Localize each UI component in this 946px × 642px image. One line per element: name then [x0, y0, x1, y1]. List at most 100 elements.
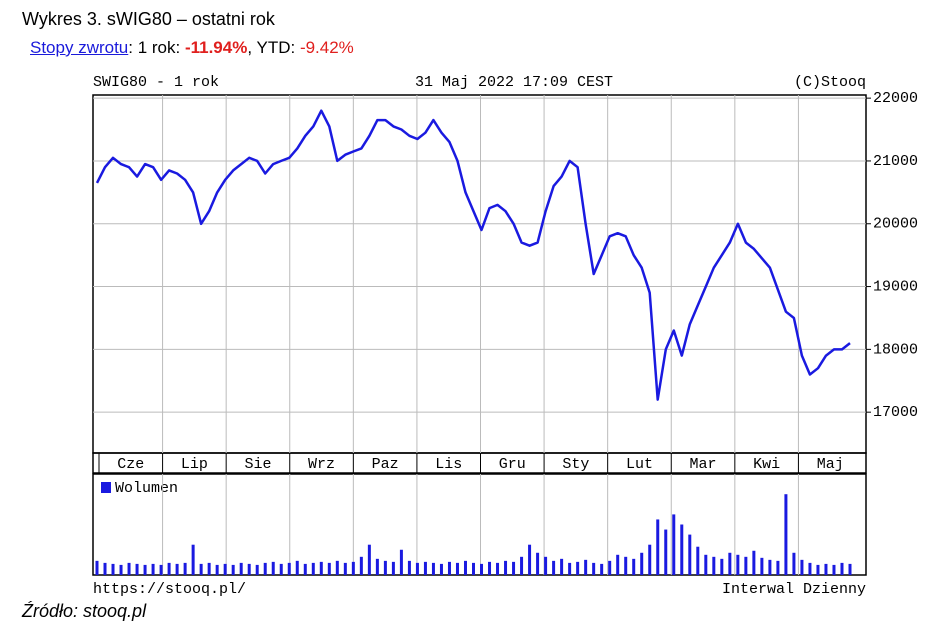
x-tick-label: Paz — [372, 456, 399, 473]
volume-bar — [760, 557, 764, 575]
volume-bar — [415, 562, 419, 575]
volume-bar — [271, 561, 275, 575]
plot-frame — [92, 94, 867, 454]
volume-bar — [455, 562, 459, 575]
footer-right: Interwal Dzienny — [722, 581, 866, 598]
volume-bar — [367, 544, 371, 575]
volume-bar — [311, 562, 315, 575]
volume-bar — [223, 563, 227, 575]
volume-bar — [784, 494, 788, 575]
x-tick-label: Gru — [499, 456, 526, 473]
header-center: 31 Maj 2022 17:09 CEST — [415, 74, 613, 91]
volume-bar — [816, 564, 820, 575]
volume-bar — [656, 519, 660, 575]
x-tick-label: Lut — [626, 456, 653, 473]
volume-bar — [584, 559, 588, 575]
return-ytd: -9.42% — [299, 38, 354, 57]
volume-bar — [319, 561, 323, 575]
volume-bar — [696, 546, 700, 575]
volume-bar — [143, 564, 147, 575]
month-bar — [92, 452, 867, 474]
volume-bar — [488, 561, 492, 575]
x-tick-label: Cze — [117, 456, 144, 473]
volume-bar — [688, 534, 692, 575]
volume-bar — [512, 561, 516, 575]
volume-bar — [255, 564, 259, 575]
volume-bar — [536, 552, 540, 575]
volume-bar — [95, 560, 99, 575]
x-tick-label: Lis — [435, 456, 462, 473]
x-tick-label: Sie — [244, 456, 271, 473]
y-tick-label: 19000 — [873, 279, 918, 296]
legend-swatch — [101, 482, 111, 493]
footer-left: https://stooq.pl/ — [93, 581, 246, 598]
title: Wykres 3. sWIG80 – ostatni rok — [22, 9, 275, 29]
y-tick-label: 20000 — [873, 216, 918, 233]
volume-bar — [848, 563, 852, 575]
volume-bar — [159, 564, 163, 575]
volume-bar — [808, 562, 812, 575]
volume-bar — [119, 564, 123, 575]
volume-bar — [191, 544, 195, 575]
y-tick-label: 18000 — [873, 341, 918, 358]
volume-bar — [151, 563, 155, 575]
volume-bar — [800, 559, 804, 575]
x-tick-label: Wrz — [308, 456, 335, 473]
volume-bar — [127, 562, 131, 575]
volume-bar — [231, 564, 235, 575]
y-tick-label: 22000 — [873, 90, 918, 107]
volume-bar — [704, 554, 708, 575]
price-line — [95, 109, 851, 401]
volume-bar — [840, 562, 844, 575]
volume-bar — [552, 560, 556, 575]
volume-bar — [608, 560, 612, 575]
volume-bar — [199, 563, 203, 575]
x-tick-label: Kwi — [753, 456, 780, 473]
volume-bar — [439, 563, 443, 575]
returns-link[interactable]: Stopy zwrotu — [30, 38, 129, 57]
volume-frame — [92, 473, 867, 576]
volume-bar — [792, 552, 796, 575]
x-tick-label: Sty — [562, 456, 589, 473]
volume-bar — [672, 514, 676, 575]
volume-bar — [183, 562, 187, 575]
volume-bar — [239, 562, 243, 575]
volume-bar — [680, 524, 684, 575]
volume-bar — [832, 564, 836, 575]
volume-bar — [447, 561, 451, 575]
volume-bar — [752, 550, 756, 575]
volume-bar — [263, 562, 267, 575]
volume-bar — [712, 556, 716, 575]
volume-bar — [327, 562, 331, 575]
header-left: SWIG80 - 1 rok — [93, 74, 219, 91]
volume-bar — [175, 563, 179, 575]
volume-bar — [632, 558, 636, 575]
x-tick-label: Lip — [181, 456, 208, 473]
volume-bar — [520, 556, 524, 575]
volume-bar — [383, 560, 387, 575]
volume-bar — [768, 559, 772, 575]
volume-bar — [247, 563, 251, 575]
volume-bar — [648, 544, 652, 575]
header-right: (C)Stooq — [794, 74, 866, 91]
volume-bar — [640, 552, 644, 575]
volume-bar — [135, 563, 139, 575]
volume-bar — [624, 556, 628, 575]
volume-bar — [343, 562, 347, 575]
return-1y: -11.94% — [184, 38, 248, 57]
volume-bar — [303, 563, 307, 575]
label: , YTD: — [247, 38, 300, 57]
volume-bar — [295, 560, 299, 575]
volume-bar — [351, 561, 355, 575]
returns: Stopy zwrotu: 1 rok: -11.94%, YTD: -9.42… — [30, 38, 354, 58]
volume-bar — [600, 563, 604, 575]
volume-bar — [215, 564, 219, 575]
x-tick-label: Mar — [690, 456, 717, 473]
volume-bar — [776, 560, 780, 575]
volume-bar — [407, 560, 411, 575]
volume-bar — [287, 562, 291, 575]
x-tick-label: Maj — [817, 456, 844, 473]
volume-bar — [335, 560, 339, 575]
volume-bar — [423, 561, 427, 575]
